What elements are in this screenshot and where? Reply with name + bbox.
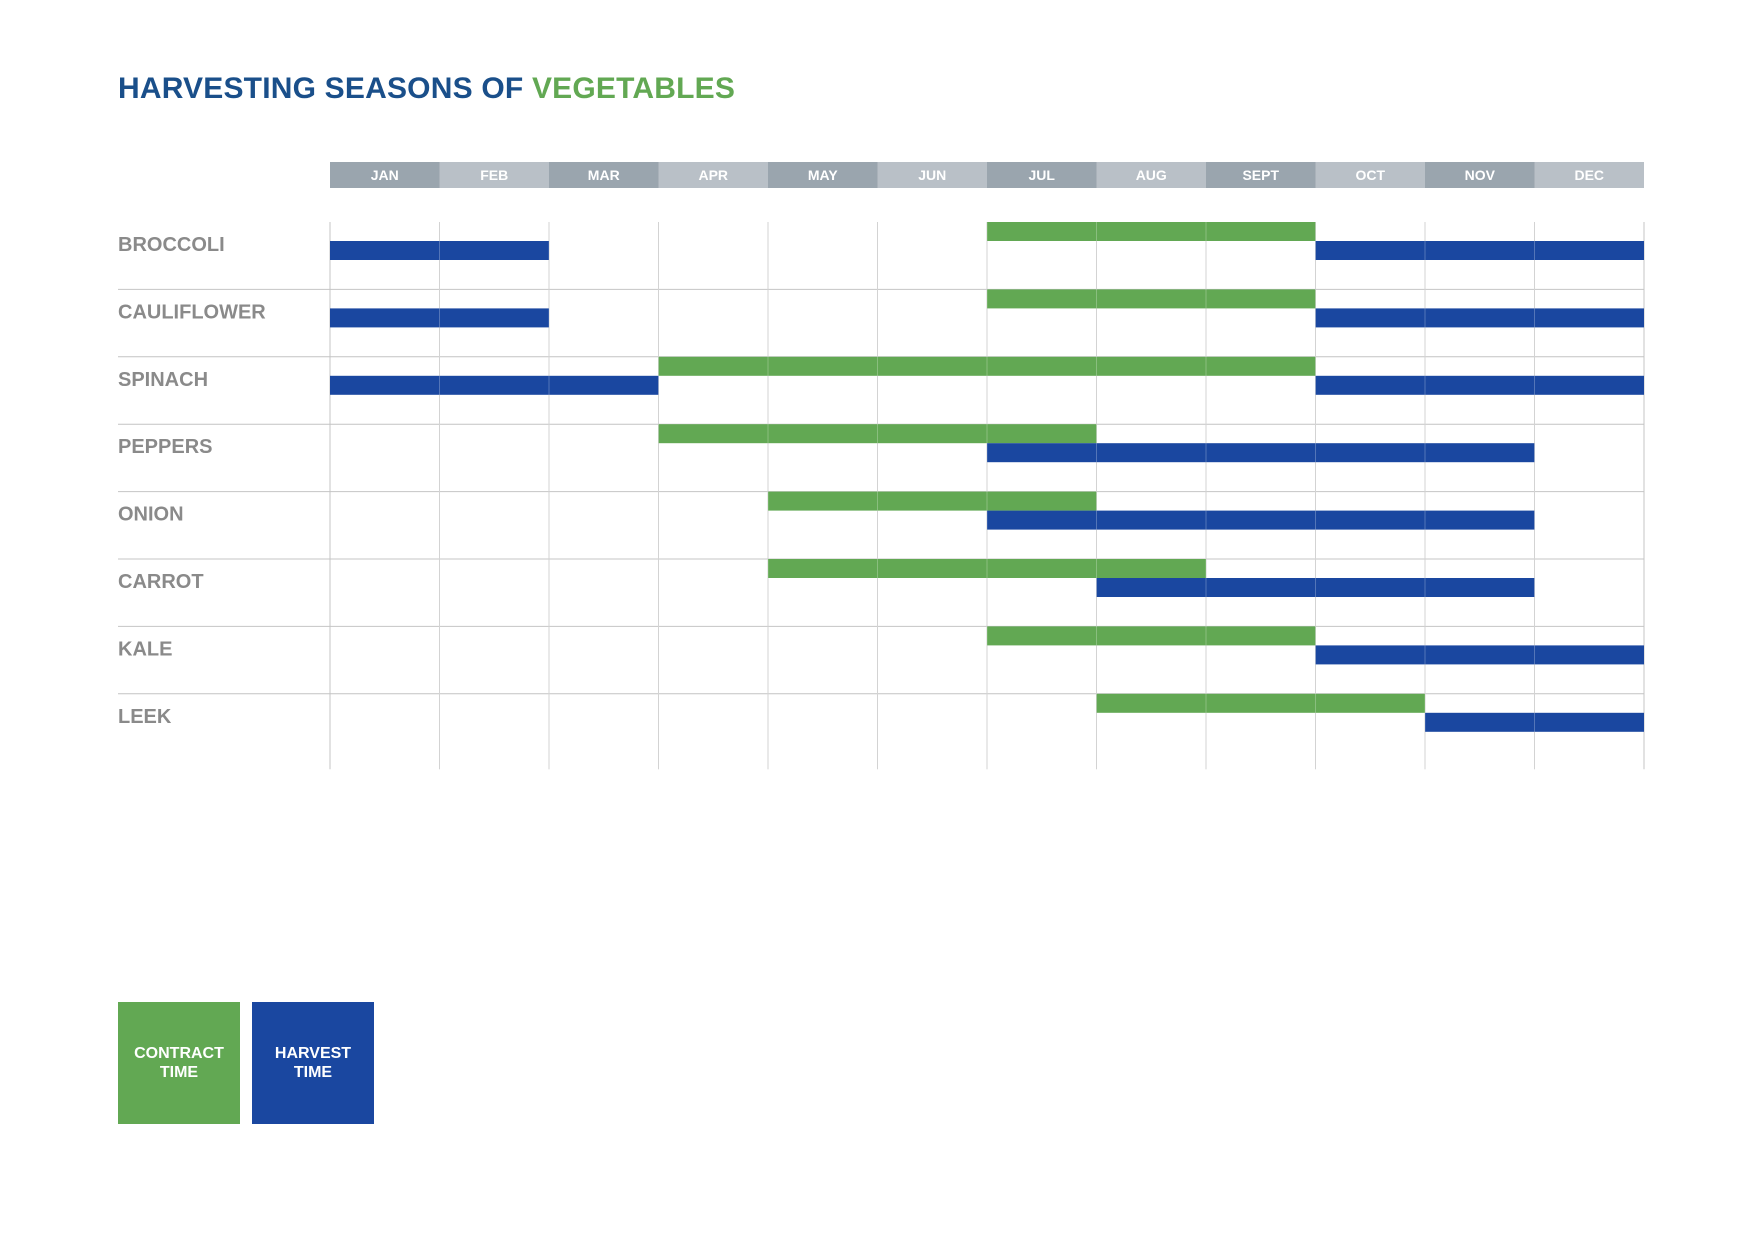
- month-label-may: MAY: [808, 167, 838, 183]
- row-label-peppers: PEPPERS: [118, 436, 212, 458]
- month-label-jun: JUN: [918, 167, 946, 183]
- harvest-bar-carrot: [1096, 578, 1535, 597]
- harvest-bar-broccoli: [330, 241, 549, 260]
- month-label-oct: OCT: [1355, 167, 1385, 183]
- month-header-cell: [987, 162, 1097, 188]
- month-label-aug: AUG: [1136, 167, 1167, 183]
- row-label-cauliflower: CAULIFLOWER: [118, 301, 266, 323]
- month-header-cell: [768, 162, 878, 188]
- legend-contract-time: CONTRACT TIME: [118, 1002, 240, 1124]
- chart-title: HARVESTING SEASONS OF VEGETABLES: [118, 72, 735, 106]
- contract-bar-peppers: [658, 424, 1097, 444]
- harvest-bar-spinach: [1315, 375, 1644, 395]
- harvest-bar-onion: [987, 510, 1535, 530]
- contract-bar-leek: [1096, 693, 1425, 713]
- harvest-bar-broccoli: [1315, 241, 1644, 260]
- contract-bar-onion: [768, 491, 1097, 511]
- harvest-bar-kale: [1315, 645, 1644, 665]
- month-header-cell: [1206, 162, 1316, 188]
- month-label-dec: DEC: [1574, 167, 1604, 183]
- month-header-cell: [1096, 162, 1206, 188]
- contract-bar-kale: [987, 626, 1316, 646]
- legend: CONTRACT TIME HARVEST TIME: [118, 1002, 374, 1124]
- row-label-carrot: CARROT: [118, 571, 204, 593]
- harvest-gantt-chart: JAN FEB MAR APR MAY JUN JUL AUG SEPT OCT NOV DEC BRO…: [118, 162, 1645, 770]
- contract-bar-carrot: [768, 559, 1206, 578]
- month-label-sept: SEPT: [1242, 167, 1279, 183]
- month-label-nov: NOV: [1465, 167, 1496, 183]
- month-label-jan: JAN: [371, 167, 399, 183]
- month-header-cell: [877, 162, 987, 188]
- contract-bar-broccoli: [987, 222, 1316, 241]
- contract-bar-spinach: [658, 356, 1316, 376]
- row-label-leek: LEEK: [118, 706, 172, 728]
- month-label-jul: JUL: [1029, 167, 1056, 183]
- row-label-onion: ONION: [118, 504, 184, 526]
- contract-bar-cauliflower: [987, 289, 1316, 309]
- month-label-mar: MAR: [588, 167, 620, 183]
- month-header-cell: [658, 162, 768, 188]
- row-label-spinach: SPINACH: [118, 369, 208, 391]
- month-header-cell: [549, 162, 659, 188]
- title-part-1: HARVESTING SEASONS OF: [118, 72, 524, 105]
- legend-harvest-time: HARVEST TIME: [252, 1002, 374, 1124]
- month-header-cell: [330, 162, 440, 188]
- month-header-cell: [439, 162, 549, 188]
- harvest-bar-leek: [1425, 712, 1644, 732]
- row-label-kale: KALE: [118, 638, 172, 660]
- row-label-broccoli: BROCCOLI: [118, 234, 225, 256]
- month-header-cell: [1425, 162, 1535, 188]
- harvest-bar-peppers: [987, 443, 1535, 463]
- month-label-apr: APR: [698, 167, 728, 183]
- harvest-bar-cauliflower: [330, 308, 549, 328]
- title-part-2: VEGETABLES: [531, 72, 736, 105]
- month-header-cell: [1534, 162, 1644, 188]
- harvest-bar-spinach: [330, 375, 659, 395]
- month-label-feb: FEB: [480, 167, 508, 183]
- harvest-bar-cauliflower: [1315, 308, 1644, 328]
- month-header-cell: [1315, 162, 1425, 188]
